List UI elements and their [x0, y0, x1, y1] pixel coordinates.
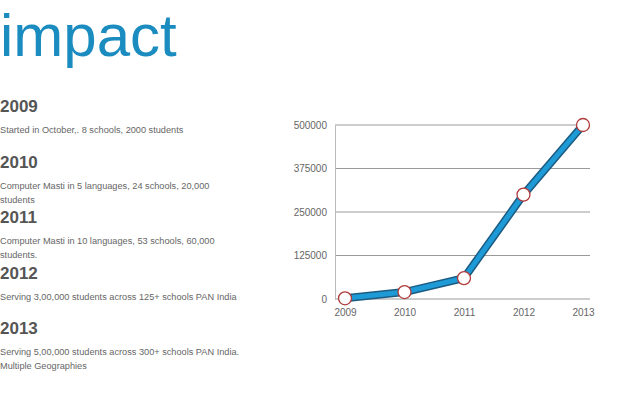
x-tick-label: 2013 — [572, 307, 595, 318]
x-tick: 2013 — [572, 307, 595, 318]
chart: impact 2009 Started in October,. 8 schools… — [0, 0, 638, 399]
y-tick-label: 125000 — [294, 250, 328, 261]
line — [345, 125, 583, 298]
y-tick: 500000 — [294, 120, 335, 131]
grid-line — [335, 212, 590, 213]
y-tick-label: 375000 — [294, 163, 328, 174]
x-axis: 2009 2010 2011 2012 2013 — [334, 307, 595, 318]
x-tick: 2009 — [334, 307, 357, 318]
annotation-text: students. — [0, 250, 37, 260]
annotations: 2009 Started in October,. 8 schools, 2000… — [0, 97, 239, 371]
y-tick: 0 — [321, 294, 335, 305]
y-tick: 375000 — [294, 163, 335, 174]
grid — [335, 125, 590, 299]
marker — [398, 286, 411, 299]
annotation-heading: 2009 — [0, 97, 38, 116]
y-tick: 250000 — [294, 207, 335, 218]
x-tick-label: 2010 — [394, 307, 417, 318]
annotation-heading: 2010 — [0, 153, 38, 172]
annotation-heading: 2012 — [0, 264, 38, 283]
marker — [339, 292, 352, 305]
marker — [577, 119, 590, 132]
grid-line — [335, 168, 590, 169]
x-tick: 2012 — [513, 307, 536, 318]
grid-line — [335, 125, 590, 126]
annotation-text: Serving 5,00,000 students across 300+ sc… — [0, 347, 239, 357]
marker — [517, 188, 530, 201]
annotation-text: Computer Masti in 10 languages, 53 schoo… — [0, 236, 215, 246]
y-axis: 0 125000 250000 375000 500000 — [294, 120, 336, 305]
x-tick-label: 2012 — [513, 307, 536, 318]
x-tick: 2011 — [454, 307, 476, 318]
annotation-text: students — [0, 195, 35, 205]
grid-line — [335, 255, 590, 256]
plot — [339, 119, 590, 305]
y-tick-label: 250000 — [294, 207, 328, 218]
x-tick-label: 2011 — [454, 307, 476, 318]
x-tick: 2010 — [394, 307, 417, 318]
annotation-heading: 2011 — [0, 208, 37, 227]
annotation-text: Serving 3,00,000 students across 125+ sc… — [0, 292, 237, 302]
annotation-text: Started in October,. 8 schools, 2000 stu… — [0, 125, 184, 135]
x-tick-label: 2009 — [334, 307, 357, 318]
y-tick: 125000 — [294, 250, 335, 261]
y-tick-label: 500000 — [294, 120, 328, 131]
annotation-text: Computer Masti in 5 languages, 24 school… — [0, 181, 209, 191]
annotation-text: Multiple Geographies — [0, 361, 87, 371]
y-axis-line — [335, 126, 336, 300]
marker — [458, 272, 471, 285]
title: impact — [0, 2, 177, 69]
annotation-heading: 2013 — [0, 319, 38, 338]
y-tick-label: 0 — [321, 294, 327, 305]
line-outline — [345, 125, 583, 298]
